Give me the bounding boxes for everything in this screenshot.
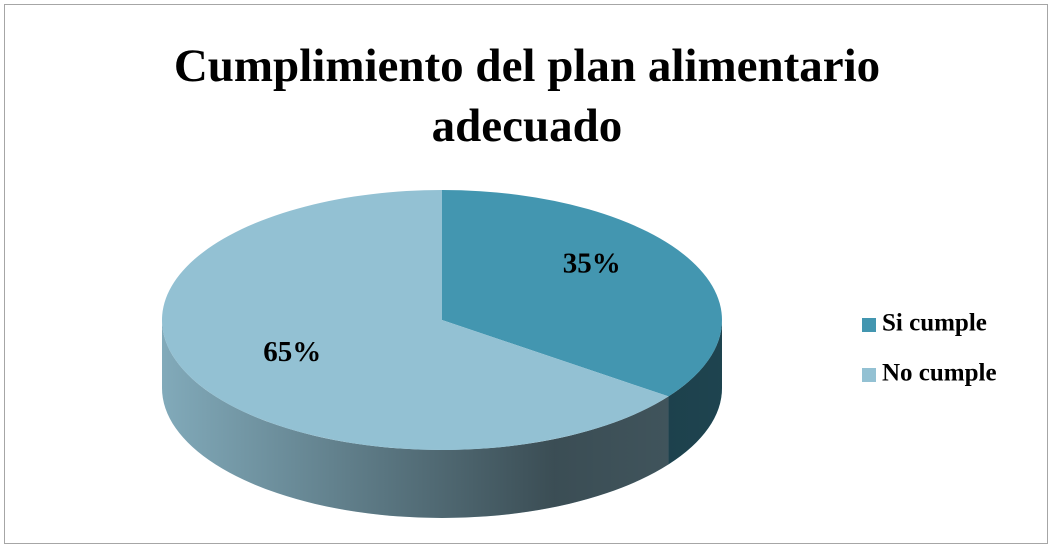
- slice: [442, 190, 723, 397]
- data-label: 65%: [263, 336, 321, 368]
- legend-swatch: [862, 318, 876, 332]
- slice: [162, 190, 669, 450]
- slice-side-shade: [162, 320, 669, 518]
- legend-label: Si cumple: [882, 310, 987, 337]
- slice-side-shade: [668, 320, 722, 465]
- chart-border: [4, 4, 1048, 544]
- legend-label: No cumple: [882, 360, 997, 387]
- legend-swatch: [862, 368, 876, 382]
- chart-title: Cumplimiento del plan alimentario adecua…: [173, 40, 881, 152]
- data-label: 35%: [563, 247, 621, 279]
